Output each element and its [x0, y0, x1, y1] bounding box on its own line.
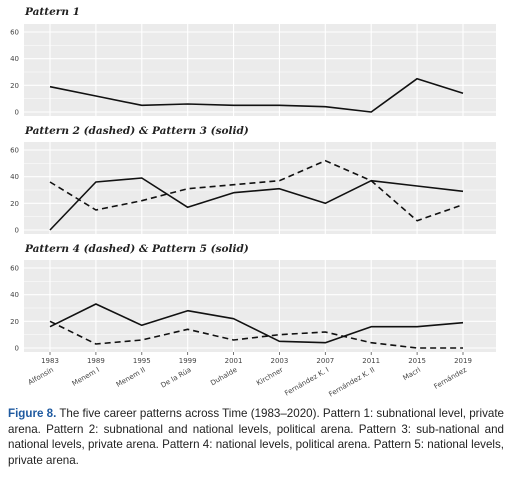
figure-caption-label: Figure 8.: [8, 407, 57, 420]
x-tick-label: 1983: [41, 357, 59, 365]
panel-2-ytick-label: 40: [10, 173, 19, 181]
panel-1-ytick-label: 40: [10, 55, 19, 63]
panel-2-ytick-label: 0: [15, 227, 19, 235]
x-president-label: Kirchner: [255, 366, 284, 388]
panel-3-background: [24, 260, 496, 352]
x-tick-label: 1989: [87, 357, 105, 365]
x-president-label: Menem II: [115, 366, 147, 389]
x-president-label: Fernández K. I: [283, 366, 330, 398]
x-president-label: Alfonsín: [27, 366, 55, 387]
panel-3-series-dashed-line: [49, 320, 463, 349]
panel-1-background: [24, 24, 496, 116]
panel-3-ytick-label: 20: [10, 318, 19, 326]
panel-3-title: Pattern 4 (dashed) & Pattern 5 (solid): [24, 243, 249, 255]
figure-caption: Figure 8. The five career patterns acros…: [8, 406, 504, 468]
panel-1-ytick-label: 0: [15, 109, 19, 117]
figure-caption-text: The five career patterns across Time (19…: [8, 407, 505, 467]
x-tick-label: 2001: [225, 357, 243, 365]
x-tick-label: 2019: [454, 357, 472, 365]
panel-2-series-dashed-line: [49, 159, 464, 222]
x-tick-label: 2015: [408, 357, 426, 365]
career-patterns-figure: Pattern 1 0 20 40 60 Pattern 2 (dashed) & Pat…: [10, 6, 496, 399]
panel-1-title: Pattern 1: [24, 6, 80, 18]
panel-3-ytick-label: 40: [10, 291, 19, 299]
x-president-label: Duhalde: [209, 366, 238, 388]
x-president-label: Fernández K. II: [327, 366, 376, 399]
panel-1-ytick-label: 20: [10, 82, 19, 90]
x-president-label: Macri: [402, 366, 423, 382]
panel-1-ytick-label: 60: [10, 29, 19, 37]
x-tick-label: 2011: [362, 357, 380, 365]
x-tick-label: 1999: [179, 357, 197, 365]
x-tick-label: 2003: [271, 357, 289, 365]
panel-3-ytick-label: 60: [10, 265, 19, 273]
panel-2-background: [24, 142, 496, 234]
x-tick-label: 1995: [133, 357, 151, 365]
panel-2-series-solid-line: [49, 177, 464, 231]
panel-2-ytick-label: 60: [10, 147, 19, 155]
x-president-label: Fernández: [433, 366, 469, 391]
x-president-label: De la Rúa: [160, 366, 193, 390]
panel-3-series-solid-line: [49, 303, 464, 344]
panel-2-ytick-label: 20: [10, 200, 19, 208]
x-tick-label: 2007: [316, 357, 334, 365]
panel-3-ytick-label: 0: [15, 345, 19, 353]
panel-2-title: Pattern 2 (dashed) & Pattern 3 (solid): [24, 125, 249, 137]
panel-1-series-solid-line: [49, 77, 464, 113]
x-president-label: Menem I: [71, 366, 101, 388]
